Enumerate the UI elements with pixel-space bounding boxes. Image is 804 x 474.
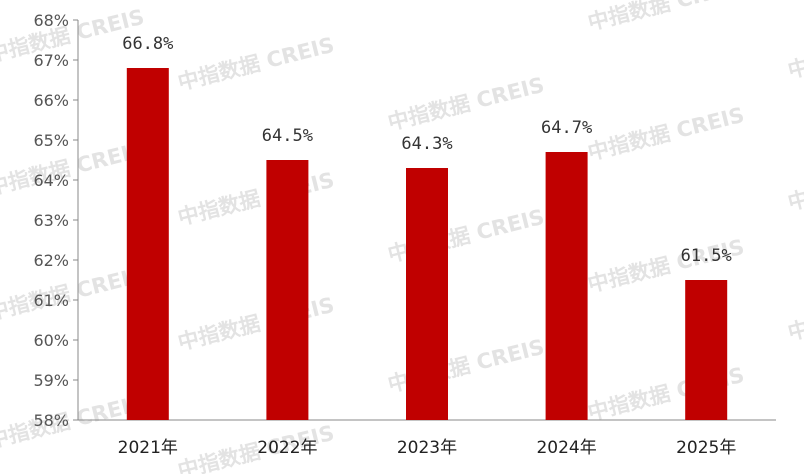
bar	[545, 152, 588, 420]
bar	[266, 160, 309, 420]
y-tick-label: 58%	[33, 411, 69, 430]
y-tick-label: 63%	[33, 211, 69, 230]
watermark-text: 中指数据 CREIS	[785, 283, 804, 345]
y-tick-label: 65%	[33, 131, 69, 150]
watermark-text: 中指数据 CREIS	[385, 73, 546, 135]
data-labels: 66.8% 64.5% 64.3% 64.7% 61.5%	[122, 34, 732, 266]
y-tick-label: 66%	[33, 91, 69, 110]
x-axis-ticks: 2021年 2022年 2023年 2024年 2025年	[118, 438, 737, 458]
y-tick-label: 67%	[33, 51, 69, 70]
data-label: 64.7%	[541, 118, 592, 138]
y-tick-label: 59%	[33, 371, 69, 390]
data-label: 64.3%	[401, 134, 452, 154]
y-tick-label: 62%	[33, 251, 69, 270]
bar	[685, 280, 728, 420]
data-label: 66.8%	[122, 34, 173, 54]
x-tick-label: 2023年	[397, 438, 457, 458]
watermark-text: 中指数据 CREIS	[175, 33, 336, 95]
bar	[406, 168, 448, 420]
watermark-text: 中指数据 CREIS	[585, 0, 746, 35]
bar	[126, 68, 169, 420]
x-tick-label: 2022年	[257, 438, 317, 458]
y-tick-label: 60%	[33, 331, 69, 350]
watermark-text: 中指数据 CREIS	[175, 168, 336, 230]
watermark-text: 中指数据 CREIS	[0, 138, 147, 200]
bar-series	[126, 68, 728, 420]
x-tick-label: 2025年	[676, 438, 736, 458]
watermark-text: 中指数据 CREIS	[785, 153, 804, 215]
watermark-text: 中指数据 CREIS	[585, 103, 746, 165]
y-tick-label: 68%	[33, 11, 69, 30]
data-label: 64.5%	[262, 126, 313, 146]
y-tick-label: 61%	[33, 291, 69, 310]
watermark-text: 中指数据 CREIS	[175, 293, 336, 355]
x-tick-label: 2024年	[536, 438, 596, 458]
data-label: 61.5%	[681, 246, 732, 266]
y-tick-label: 64%	[33, 171, 69, 190]
watermark-text: 中指数据 CREIS	[785, 21, 804, 83]
x-tick-label: 2021年	[118, 438, 178, 458]
watermark-text: 中指数据 CREIS	[0, 263, 147, 325]
y-axis-ticks: 58% 59% 60% 61% 62% 63% 64% 65% 66% 67% 68%	[33, 11, 78, 430]
